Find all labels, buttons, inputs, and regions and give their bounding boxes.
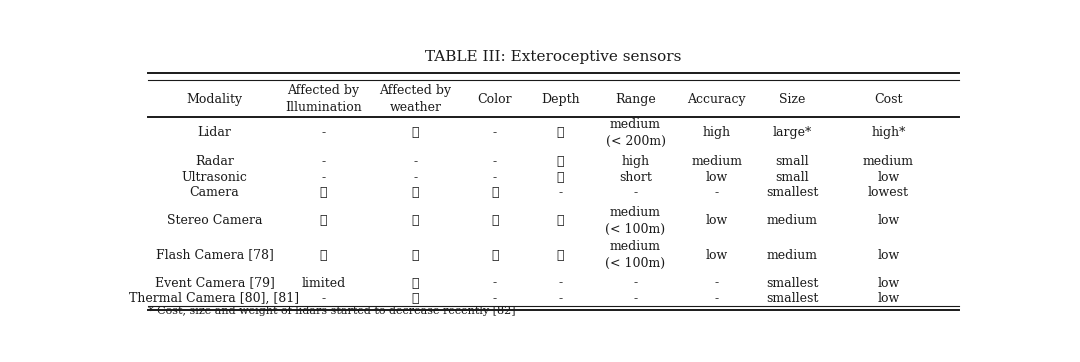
Text: -: - (492, 292, 497, 305)
Text: Accuracy: Accuracy (687, 93, 746, 106)
Text: medium: medium (767, 214, 818, 227)
Text: small: small (775, 155, 809, 168)
Text: medium
(< 100m): medium (< 100m) (606, 206, 665, 236)
Text: low: low (877, 214, 900, 227)
Text: high: high (703, 126, 731, 139)
Text: medium
(< 100m): medium (< 100m) (606, 240, 665, 270)
Text: ✓: ✓ (411, 214, 419, 227)
Text: ✓: ✓ (320, 248, 327, 261)
Text: -: - (634, 277, 637, 290)
Text: Event Camera [79]: Event Camera [79] (154, 277, 274, 290)
Text: ✓: ✓ (411, 186, 419, 199)
Text: ✓: ✓ (411, 248, 419, 261)
Text: ✓: ✓ (491, 248, 499, 261)
Text: Affected by
weather: Affected by weather (379, 84, 451, 114)
Text: medium
(< 200m): medium (< 200m) (606, 118, 665, 148)
Text: * Cost, size and weight of lidars started to decrease recently [82]: * Cost, size and weight of lidars starte… (148, 306, 515, 316)
Text: -: - (558, 292, 563, 305)
Text: low: low (705, 248, 728, 261)
Text: -: - (321, 155, 325, 168)
Text: -: - (634, 292, 637, 305)
Text: ✓: ✓ (556, 214, 564, 227)
Text: Camera: Camera (190, 186, 240, 199)
Text: -: - (414, 171, 418, 184)
Text: -: - (492, 171, 497, 184)
Text: Radar: Radar (195, 155, 234, 168)
Text: ✓: ✓ (320, 214, 327, 227)
Text: -: - (414, 155, 418, 168)
Text: small: small (775, 171, 809, 184)
Text: low: low (705, 171, 728, 184)
Text: -: - (558, 186, 563, 199)
Text: low: low (705, 214, 728, 227)
Text: -: - (715, 277, 719, 290)
Text: smallest: smallest (766, 186, 819, 199)
Text: Affected by
Illumination: Affected by Illumination (285, 84, 362, 114)
Text: Color: Color (477, 93, 512, 106)
Text: -: - (715, 186, 719, 199)
Text: medium: medium (863, 155, 914, 168)
Text: short: short (619, 171, 652, 184)
Text: limited: limited (301, 277, 346, 290)
Text: Thermal Camera [80], [81]: Thermal Camera [80], [81] (130, 292, 299, 305)
Text: low: low (877, 171, 900, 184)
Text: TABLE III: Exteroceptive sensors: TABLE III: Exteroceptive sensors (426, 50, 681, 64)
Text: -: - (715, 292, 719, 305)
Text: ✓: ✓ (411, 292, 419, 305)
Text: medium: medium (691, 155, 742, 168)
Text: Stereo Camera: Stereo Camera (166, 214, 262, 227)
Text: ✓: ✓ (556, 155, 564, 168)
Text: -: - (321, 292, 325, 305)
Text: -: - (321, 171, 325, 184)
Text: Lidar: Lidar (198, 126, 231, 139)
Text: ✓: ✓ (411, 277, 419, 290)
Text: Cost: Cost (874, 93, 903, 106)
Text: -: - (492, 155, 497, 168)
Text: Size: Size (779, 93, 806, 106)
Text: ✓: ✓ (491, 186, 499, 199)
Text: high*: high* (872, 126, 905, 139)
Text: Range: Range (616, 93, 656, 106)
Text: medium: medium (767, 248, 818, 261)
Text: smallest: smallest (766, 277, 819, 290)
Text: low: low (877, 277, 900, 290)
Text: low: low (877, 292, 900, 305)
Text: ✓: ✓ (411, 126, 419, 139)
Text: Depth: Depth (541, 93, 580, 106)
Text: lowest: lowest (868, 186, 908, 199)
Text: -: - (492, 126, 497, 139)
Text: ✓: ✓ (556, 248, 564, 261)
Text: -: - (321, 126, 325, 139)
Text: smallest: smallest (766, 292, 819, 305)
Text: -: - (634, 186, 637, 199)
Text: Ultrasonic: Ultrasonic (181, 171, 247, 184)
Text: low: low (877, 248, 900, 261)
Text: -: - (492, 277, 497, 290)
Text: large*: large* (772, 126, 812, 139)
Text: Flash Camera [78]: Flash Camera [78] (156, 248, 273, 261)
Text: ✓: ✓ (320, 186, 327, 199)
Text: high: high (621, 155, 649, 168)
Text: ✓: ✓ (556, 171, 564, 184)
Text: ✓: ✓ (556, 126, 564, 139)
Text: -: - (558, 277, 563, 290)
Text: Modality: Modality (187, 93, 243, 106)
Text: ✓: ✓ (491, 214, 499, 227)
